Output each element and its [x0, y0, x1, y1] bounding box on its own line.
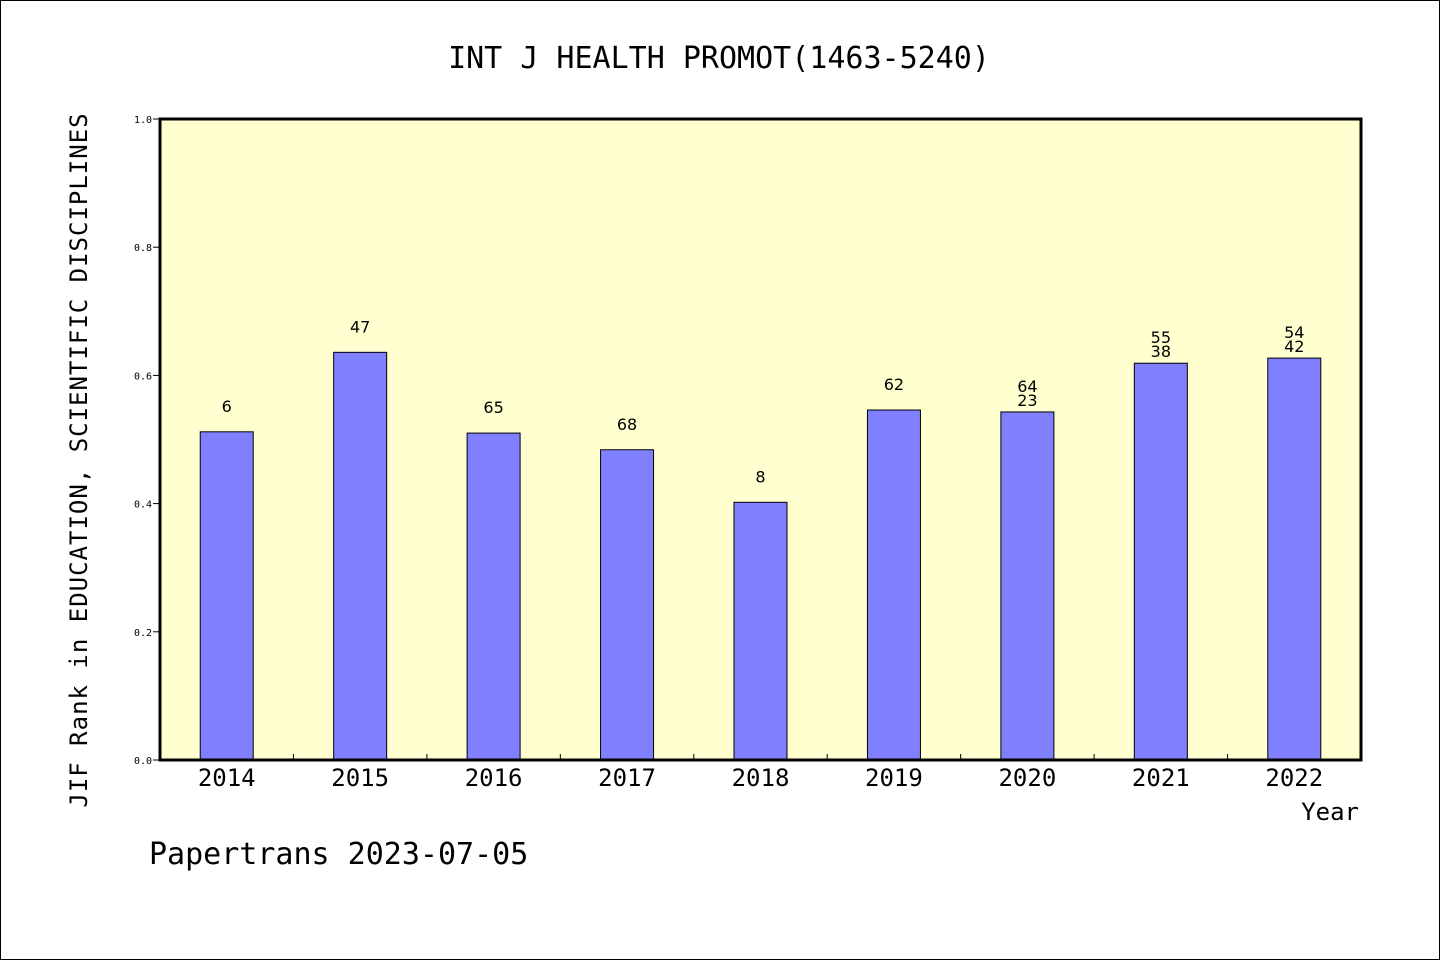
bar	[866, 409, 921, 761]
y-axis-label: JIF Rank in EDUCATION, SCIENTIFIC DISCIP…	[65, 112, 93, 807]
bar-series	[199, 351, 1322, 761]
y-tick-label: 0.2	[134, 628, 152, 639]
x-tick-label: 2015	[331, 764, 389, 792]
bar-value-label: 65	[483, 398, 503, 417]
bar	[1267, 357, 1322, 761]
bar-value-label: 23	[1017, 391, 1037, 410]
bar-value-label: 8	[755, 467, 765, 486]
y-tick-label: 0.4	[134, 500, 152, 511]
y-tick-label: 0.8	[134, 243, 152, 254]
plot-border	[158, 117, 1363, 762]
bar	[1133, 362, 1188, 761]
x-tick-label: 2014	[198, 764, 256, 792]
bar	[333, 351, 388, 761]
chart-title: INT J HEALTH PROMOT(1463-5240)	[448, 41, 990, 76]
bar-value-label: 42	[1284, 337, 1304, 356]
bar	[1000, 411, 1055, 761]
bar-value-label: 55	[1151, 328, 1171, 347]
y-tick-label: 0.6	[134, 371, 152, 382]
bar	[466, 432, 521, 761]
bar-value-label: 54	[1284, 323, 1304, 342]
bar-value-label: 38	[1151, 342, 1171, 361]
bar-value-label: 68	[617, 415, 637, 434]
x-tick-label: 2018	[732, 764, 790, 792]
bar	[199, 431, 254, 761]
x-tick-label: 2019	[865, 764, 923, 792]
x-tick-label: 2022	[1265, 764, 1323, 792]
bar-value-label: 64	[1017, 377, 1037, 396]
bar-value-label: 47	[350, 317, 370, 336]
x-tick-label: 2020	[998, 764, 1056, 792]
bar	[600, 449, 655, 761]
y-tick-label: 0.0	[134, 756, 152, 767]
x-axis-label: Year	[1301, 798, 1359, 826]
bar-value-label: 62	[884, 375, 904, 394]
footer-text: Papertrans 2023-07-05	[149, 837, 528, 872]
y-tick-label: 1.0	[134, 115, 152, 126]
x-tick-label: 2017	[598, 764, 656, 792]
x-tick-label: 2016	[465, 764, 523, 792]
x-tick-label: 2021	[1132, 764, 1190, 792]
y-axis: 0.0 0.2 0.4 0.6 0.8 1.0	[134, 115, 160, 767]
bar-value-label: 6	[222, 397, 232, 416]
bar	[733, 501, 788, 761]
x-axis: 2014 2015 2016 2017 2018 2019 2020 2021 2022	[198, 754, 1323, 792]
